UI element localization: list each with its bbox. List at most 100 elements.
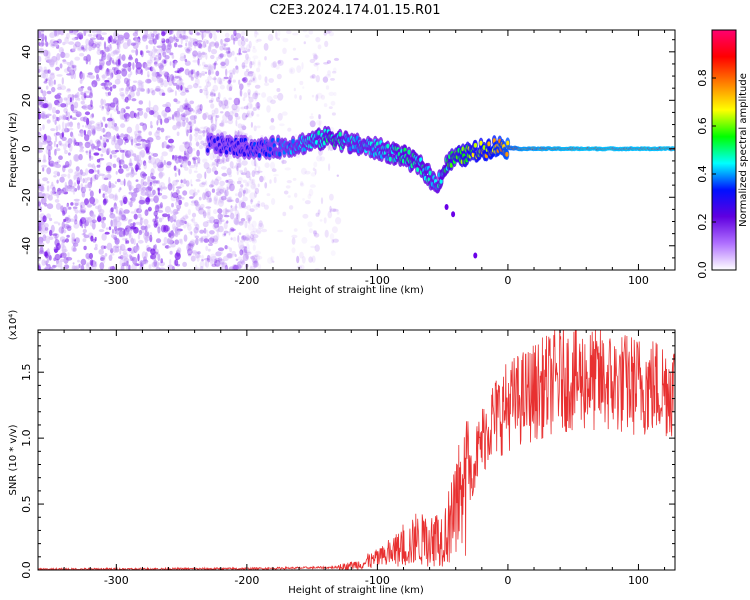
spectrogram-noise-cell — [173, 98, 178, 102]
spectrogram-noise-cell — [245, 233, 250, 241]
spectrogram-noise-cell — [224, 58, 230, 67]
spectrogram-noise-cell — [154, 204, 160, 213]
spectrogram-noise-cell — [160, 118, 163, 125]
spectrogram-noise-cell — [186, 48, 191, 54]
spectrogram-noise-cell — [252, 78, 255, 82]
spectrogram-noise-cell — [300, 181, 304, 186]
spectrogram-noise-cell — [246, 104, 249, 110]
spectrogram-noise-cell — [153, 210, 158, 217]
spectrogram-noise-cell — [245, 235, 251, 241]
spectrogram-noise-cell — [314, 244, 320, 252]
spectrogram-noise-cell — [97, 148, 102, 151]
spectrogram-noise-cell — [145, 44, 149, 50]
spectrogram-noise-cell — [160, 82, 164, 86]
spectrogram-noise-cell — [215, 198, 220, 206]
spectrogram-noise-cell — [84, 111, 91, 116]
spectrogram-noise-cell — [42, 124, 45, 130]
spectrogram-noise-cell — [277, 60, 282, 64]
spectrogram-noise-cell — [316, 155, 323, 162]
spectrogram-noise-cell — [222, 78, 226, 82]
colorbar-gradient — [712, 30, 736, 270]
spectrogram-noise-cell — [42, 90, 47, 97]
spectrogram-noise-cell — [328, 106, 333, 109]
spectrogram-noise-cell — [67, 215, 71, 220]
spectrogram-noise-cell — [187, 242, 195, 246]
spectrogram-noise-cell — [150, 248, 156, 255]
spectrogram-noise-cell — [174, 239, 180, 245]
spectrogram-noise-cell — [241, 260, 246, 265]
spectrogram-noise-cell — [199, 126, 207, 130]
signal-core — [487, 141, 491, 147]
spectrogram-noise-cell — [136, 108, 143, 111]
spectrogram-noise-cell — [159, 68, 162, 76]
spectrogram-noise-cell — [61, 121, 65, 129]
spectrogram-noise-cell — [138, 199, 145, 205]
spectrogram-noise-cell — [221, 43, 225, 50]
spectrogram-noise-cell — [291, 247, 296, 254]
spectrogram-noise-cell — [73, 222, 80, 229]
spectrogram-noise-cell — [327, 30, 332, 34]
spectrogram-noise-cell — [120, 94, 126, 97]
spectrogram-noise-cell — [185, 180, 190, 187]
spectrogram-noise-cell — [89, 75, 95, 79]
spectrogram-noise-cell — [129, 165, 133, 169]
spectrogram-noise-cell — [112, 245, 118, 253]
spectrogram-noise-cell — [242, 254, 249, 261]
spectrogram-noise-cell — [107, 82, 113, 86]
spectrogram-noise-cell — [222, 232, 227, 237]
spectrogram-noise-cell — [194, 201, 200, 207]
spectrogram-noise-cell — [46, 90, 52, 95]
spectrogram-noise-cell — [218, 258, 225, 264]
spectrogram-noise-cell — [242, 205, 248, 210]
spectrogram-noise-cell — [204, 236, 208, 243]
spectrogram-noise-cell — [48, 155, 52, 161]
spectrogram-noise-cell — [224, 264, 229, 270]
spectrogram-noise-cell — [89, 37, 96, 40]
spectrogram-noise-cell — [155, 129, 161, 134]
spectrogram-noise-cell — [207, 75, 213, 81]
spectrogram-noise-cell — [193, 191, 198, 196]
spectrogram-noise-cell — [252, 260, 259, 268]
spectrogram-noise-cell — [313, 230, 317, 237]
spectrogram-noise-cell — [287, 127, 292, 132]
spectrogram-noise-cell — [153, 61, 158, 65]
spectrogram-noise-cell — [166, 161, 172, 166]
spectrogram-noise-cell — [230, 212, 235, 220]
spectrogram-noise-cell — [255, 230, 261, 234]
spectrogram-noise-cell — [190, 184, 193, 187]
spectrogram-noise-cell — [39, 101, 45, 106]
x-tick-label: -200 — [234, 274, 259, 287]
spectrogram-noise-cell — [257, 105, 261, 111]
spectrogram-noise-cell — [228, 174, 232, 178]
spectrogram-noise-cell — [100, 257, 105, 262]
spectrogram-noise-cell — [102, 106, 104, 110]
spectrogram-noise-cell — [160, 258, 163, 264]
spectrogram-noise-cell — [114, 139, 119, 145]
spectrogram-noise-cell — [277, 59, 284, 66]
spectrogram-noise-cell — [231, 108, 237, 114]
spectrogram-noise-cell — [291, 237, 296, 245]
spectrogram-noise-cell — [176, 79, 183, 86]
spectrogram-noise-cell — [234, 32, 242, 39]
spectrogram-noise-cell — [243, 105, 249, 110]
spectrogram-noise-cell — [224, 189, 229, 197]
spectrogram-noise-cell — [219, 84, 225, 90]
spectrogram-noise-cell — [98, 64, 103, 69]
spectrogram-noise-cell — [120, 87, 124, 91]
spectrogram-noise-cell — [74, 209, 79, 214]
spectrogram-noise-cell — [91, 217, 96, 220]
spectrogram-noise-cell — [129, 171, 135, 178]
spectrogram-noise-cell — [323, 217, 327, 224]
spectrogram-noise-cell — [250, 75, 257, 83]
spectrogram-noise-cell — [187, 248, 193, 256]
spectrogram-noise-cell — [87, 123, 92, 130]
spectrogram-noise-cell — [228, 266, 235, 270]
spectrogram-noise-cell — [194, 267, 201, 270]
spectrogram-noise-cell — [151, 72, 157, 77]
spectrogram-noise-cell — [112, 163, 117, 168]
spectrogram-noise-cell — [211, 179, 214, 186]
spectrogram-noise-cell — [151, 90, 156, 96]
spectrogram-noise-cell — [224, 32, 230, 38]
spectrogram-noise-cell — [127, 172, 132, 176]
